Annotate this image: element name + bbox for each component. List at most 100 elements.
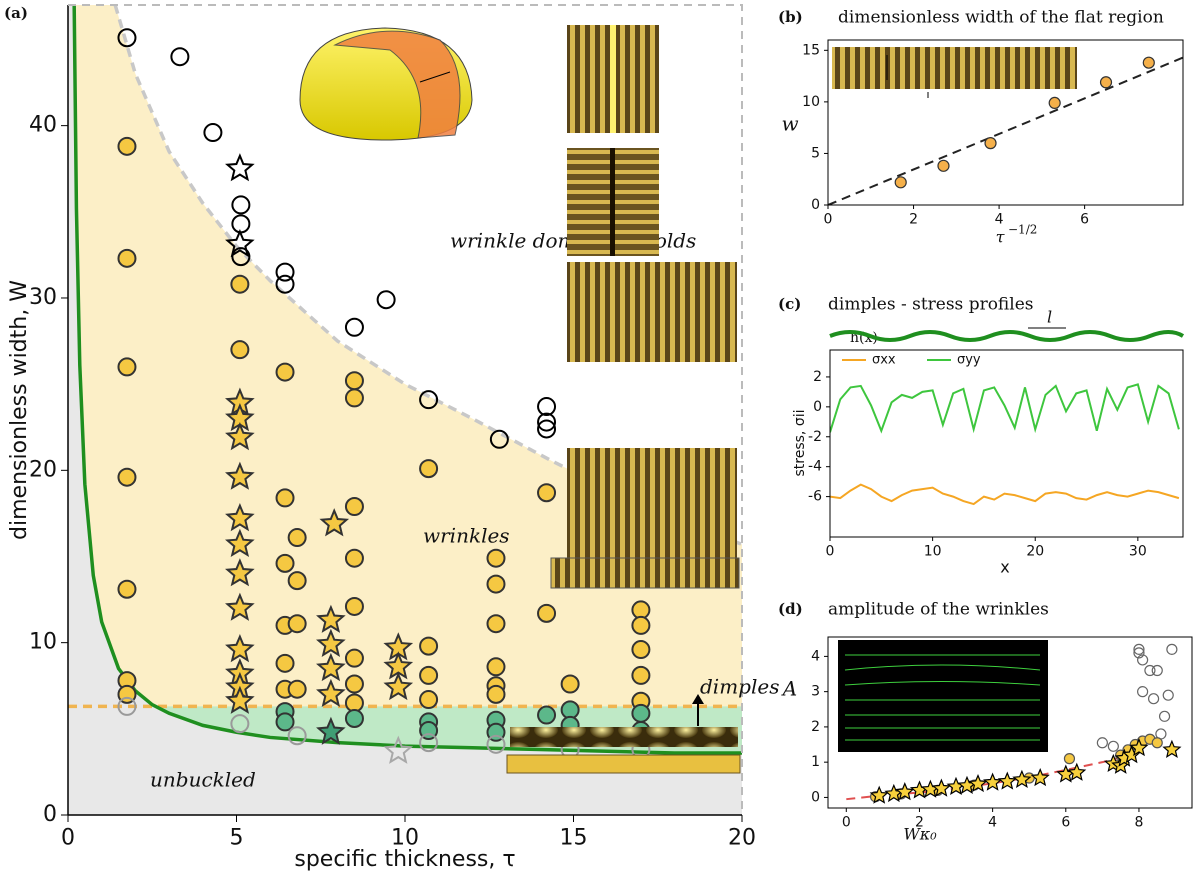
circle-marker (344, 648, 364, 668)
y-axis-label: stress, σii (792, 410, 808, 477)
x-tick-label: 20 (728, 826, 756, 851)
circle-marker (560, 674, 580, 694)
star-marker (225, 685, 255, 714)
circle-marker (486, 614, 506, 634)
circle-marker (537, 412, 557, 432)
plot-area (830, 383, 1180, 506)
star-marker (225, 503, 255, 532)
circle-marker (1162, 689, 1174, 701)
y-tick-label: 0 (811, 197, 820, 213)
circle-marker (419, 690, 439, 710)
circle-marker (117, 579, 137, 599)
ellipsoid-band (333, 30, 461, 139)
circle-marker (1144, 664, 1156, 677)
star-marker (997, 771, 1017, 790)
circle-marker (537, 603, 557, 623)
y-tick-label: 0 (43, 802, 57, 827)
width-arrow (419, 71, 451, 83)
circle-marker (1107, 740, 1119, 752)
x-tick-label: 4 (995, 212, 1004, 228)
y-axis-label: dimensionless width, W (7, 280, 32, 540)
y-tick-label: 10 (802, 94, 820, 110)
circle-marker (275, 712, 295, 732)
circle-marker (537, 419, 557, 439)
circle-marker (1147, 693, 1160, 705)
circle-marker (117, 248, 137, 268)
x-tick-label: 5 (230, 826, 244, 851)
panel-label: (c) (778, 295, 801, 313)
circle-marker (231, 214, 251, 234)
circle-marker (1048, 96, 1061, 110)
y-tick-label: 10 (29, 630, 57, 655)
circle-marker (117, 696, 137, 716)
circle-marker (1158, 710, 1171, 722)
panel-title: amplitude of the wrinkles (828, 600, 1049, 620)
y-tick-label: 0 (813, 399, 822, 415)
circle-marker (489, 429, 509, 449)
x-tick-label: 15 (560, 826, 588, 851)
circle-marker (230, 340, 250, 360)
thumbnail (567, 262, 737, 362)
circle-marker (1096, 737, 1108, 749)
x-tick-label: 0 (826, 544, 835, 560)
thumbnail-fold (610, 148, 615, 256)
x-tick-label: 6 (1061, 815, 1070, 831)
thumbnail (506, 754, 741, 774)
x-axis-label: x (1000, 558, 1009, 577)
circle-marker (275, 553, 295, 573)
y-tick-label: 2 (813, 369, 822, 385)
circle-marker (1137, 686, 1149, 698)
y-tick-label: 15 (802, 42, 820, 58)
y-tick-label: 40 (29, 113, 57, 138)
circle-marker (344, 708, 364, 728)
star-marker (1129, 738, 1149, 757)
circle-marker (419, 390, 439, 410)
circle-marker (203, 123, 223, 143)
star-marker (316, 628, 346, 658)
x-axis-label-exponent: −1/2 (1008, 223, 1037, 237)
star-marker (316, 652, 346, 682)
height-profile (829, 330, 1185, 342)
circle-marker (287, 679, 307, 699)
y-tick-label: 2 (811, 719, 820, 735)
axes-frame (827, 39, 1184, 206)
annotation: unbuckled (150, 768, 256, 792)
circle-marker (376, 290, 396, 310)
panel-d-inset (838, 640, 1048, 752)
axes-frame (829, 349, 1184, 538)
circle-marker (486, 548, 506, 568)
circle-marker (344, 317, 364, 337)
circle-marker (344, 596, 364, 616)
plot-area (828, 56, 1183, 205)
y-tick-label: 3 (811, 684, 820, 700)
circle-marker (894, 176, 907, 189)
star-marker (983, 772, 1003, 791)
annotation: dimples (700, 675, 779, 699)
legend-label: σxx (872, 353, 896, 368)
circle-marker (631, 703, 651, 723)
circle-marker (344, 371, 364, 391)
circle-marker (1133, 647, 1145, 659)
thumbnail (510, 727, 738, 747)
x-tick-label: 2 (909, 212, 918, 228)
circle-marker (419, 733, 439, 753)
star-marker (1162, 739, 1182, 758)
panel: 0 2 4 6 0 5 10 15 (b) dimensionless width of the … (778, 8, 1184, 247)
x-tick-label: 4 (988, 815, 997, 831)
circle-marker (1063, 753, 1076, 765)
x-tick-label: 0 (61, 826, 75, 851)
x-tick-label: 20 (1026, 544, 1044, 560)
circle-marker (275, 262, 295, 282)
x-axis-label: specific thickness, τ (294, 847, 515, 872)
panel-label: (b) (778, 8, 803, 26)
star-marker (869, 785, 889, 804)
thumbnail (550, 557, 740, 589)
y-tick-label: -6 (808, 489, 822, 505)
circle-marker (287, 571, 307, 591)
star-marker (225, 634, 255, 663)
panel-label: (a) (4, 4, 28, 22)
star-marker (383, 671, 414, 701)
circle-marker (275, 362, 295, 382)
x-tick-label: 30 (1129, 544, 1147, 560)
circle-marker (1151, 664, 1163, 677)
